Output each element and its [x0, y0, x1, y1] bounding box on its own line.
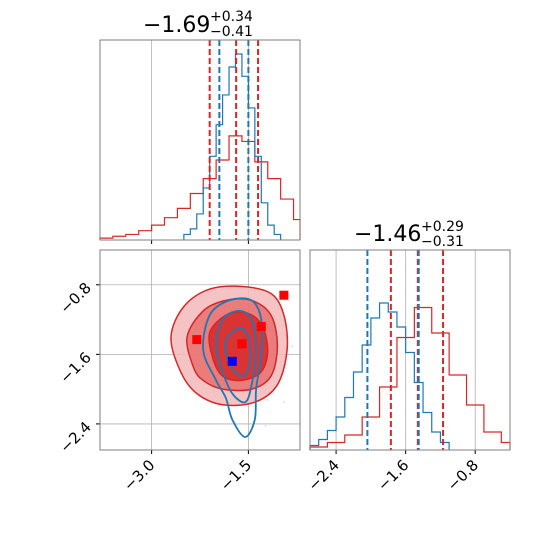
- param2-xtick-label-1: −1.6: [374, 456, 412, 494]
- param2-histogram-panel: [309, 249, 511, 454]
- param1-title-value: −1.69: [143, 13, 210, 38]
- joint-blue-contour-inner: [224, 327, 252, 378]
- joint-blue-contour-outer: [202, 297, 264, 438]
- param1-red-histogram: [99, 135, 301, 240]
- joint-sample-17: [264, 425, 267, 427]
- joint-red-marker-1: [237, 339, 247, 349]
- joint-plot-area: [100, 250, 300, 450]
- joint-xtick-label-0: −3.0: [120, 456, 158, 494]
- param1-histogram-panel: [99, 39, 301, 244]
- param1-frame: [99, 39, 301, 241]
- param2-title: −1.46 +0.29 −0.31: [354, 219, 464, 250]
- joint-sample-8: [283, 401, 286, 403]
- joint-contour-panel: [96, 249, 301, 454]
- joint-blue-marker-0: [227, 356, 237, 366]
- param1-blue-histogram: [183, 53, 282, 240]
- param2-title-value: −1.46: [354, 222, 421, 247]
- param2-frame: [309, 249, 511, 451]
- joint-sample-58: [266, 399, 269, 401]
- joint-xtick-label-1: −1.5: [217, 456, 255, 494]
- joint-red-marker-0: [192, 335, 202, 345]
- param2-title-plus: +0.29: [421, 219, 464, 235]
- param1-title-minus: −0.41: [210, 24, 253, 40]
- joint-red-marker-2: [256, 322, 266, 332]
- param2-title-minus: −0.31: [421, 234, 464, 250]
- joint-sample-2: [285, 364, 287, 366]
- joint-blue-contour-middle: [215, 309, 258, 404]
- param2-xtick-label-2: −0.8: [444, 456, 482, 494]
- joint-frame: [99, 249, 301, 451]
- param2-xtick-label-0: −2.4: [304, 456, 342, 494]
- joint-ytick-label-0: −0.8: [56, 279, 94, 317]
- param1-title-plus: +0.34: [210, 9, 253, 25]
- joint-ytick-label-2: −2.4: [56, 418, 94, 456]
- joint-red-marker-3: [279, 290, 289, 300]
- joint-sample-12: [291, 345, 294, 348]
- param2-blue-histogram: [309, 302, 450, 450]
- joint-ytick-label-1: −1.6: [56, 348, 94, 386]
- param2-red-histogram: [309, 306, 511, 450]
- param1-title: −1.69 +0.34 −0.41: [143, 9, 253, 40]
